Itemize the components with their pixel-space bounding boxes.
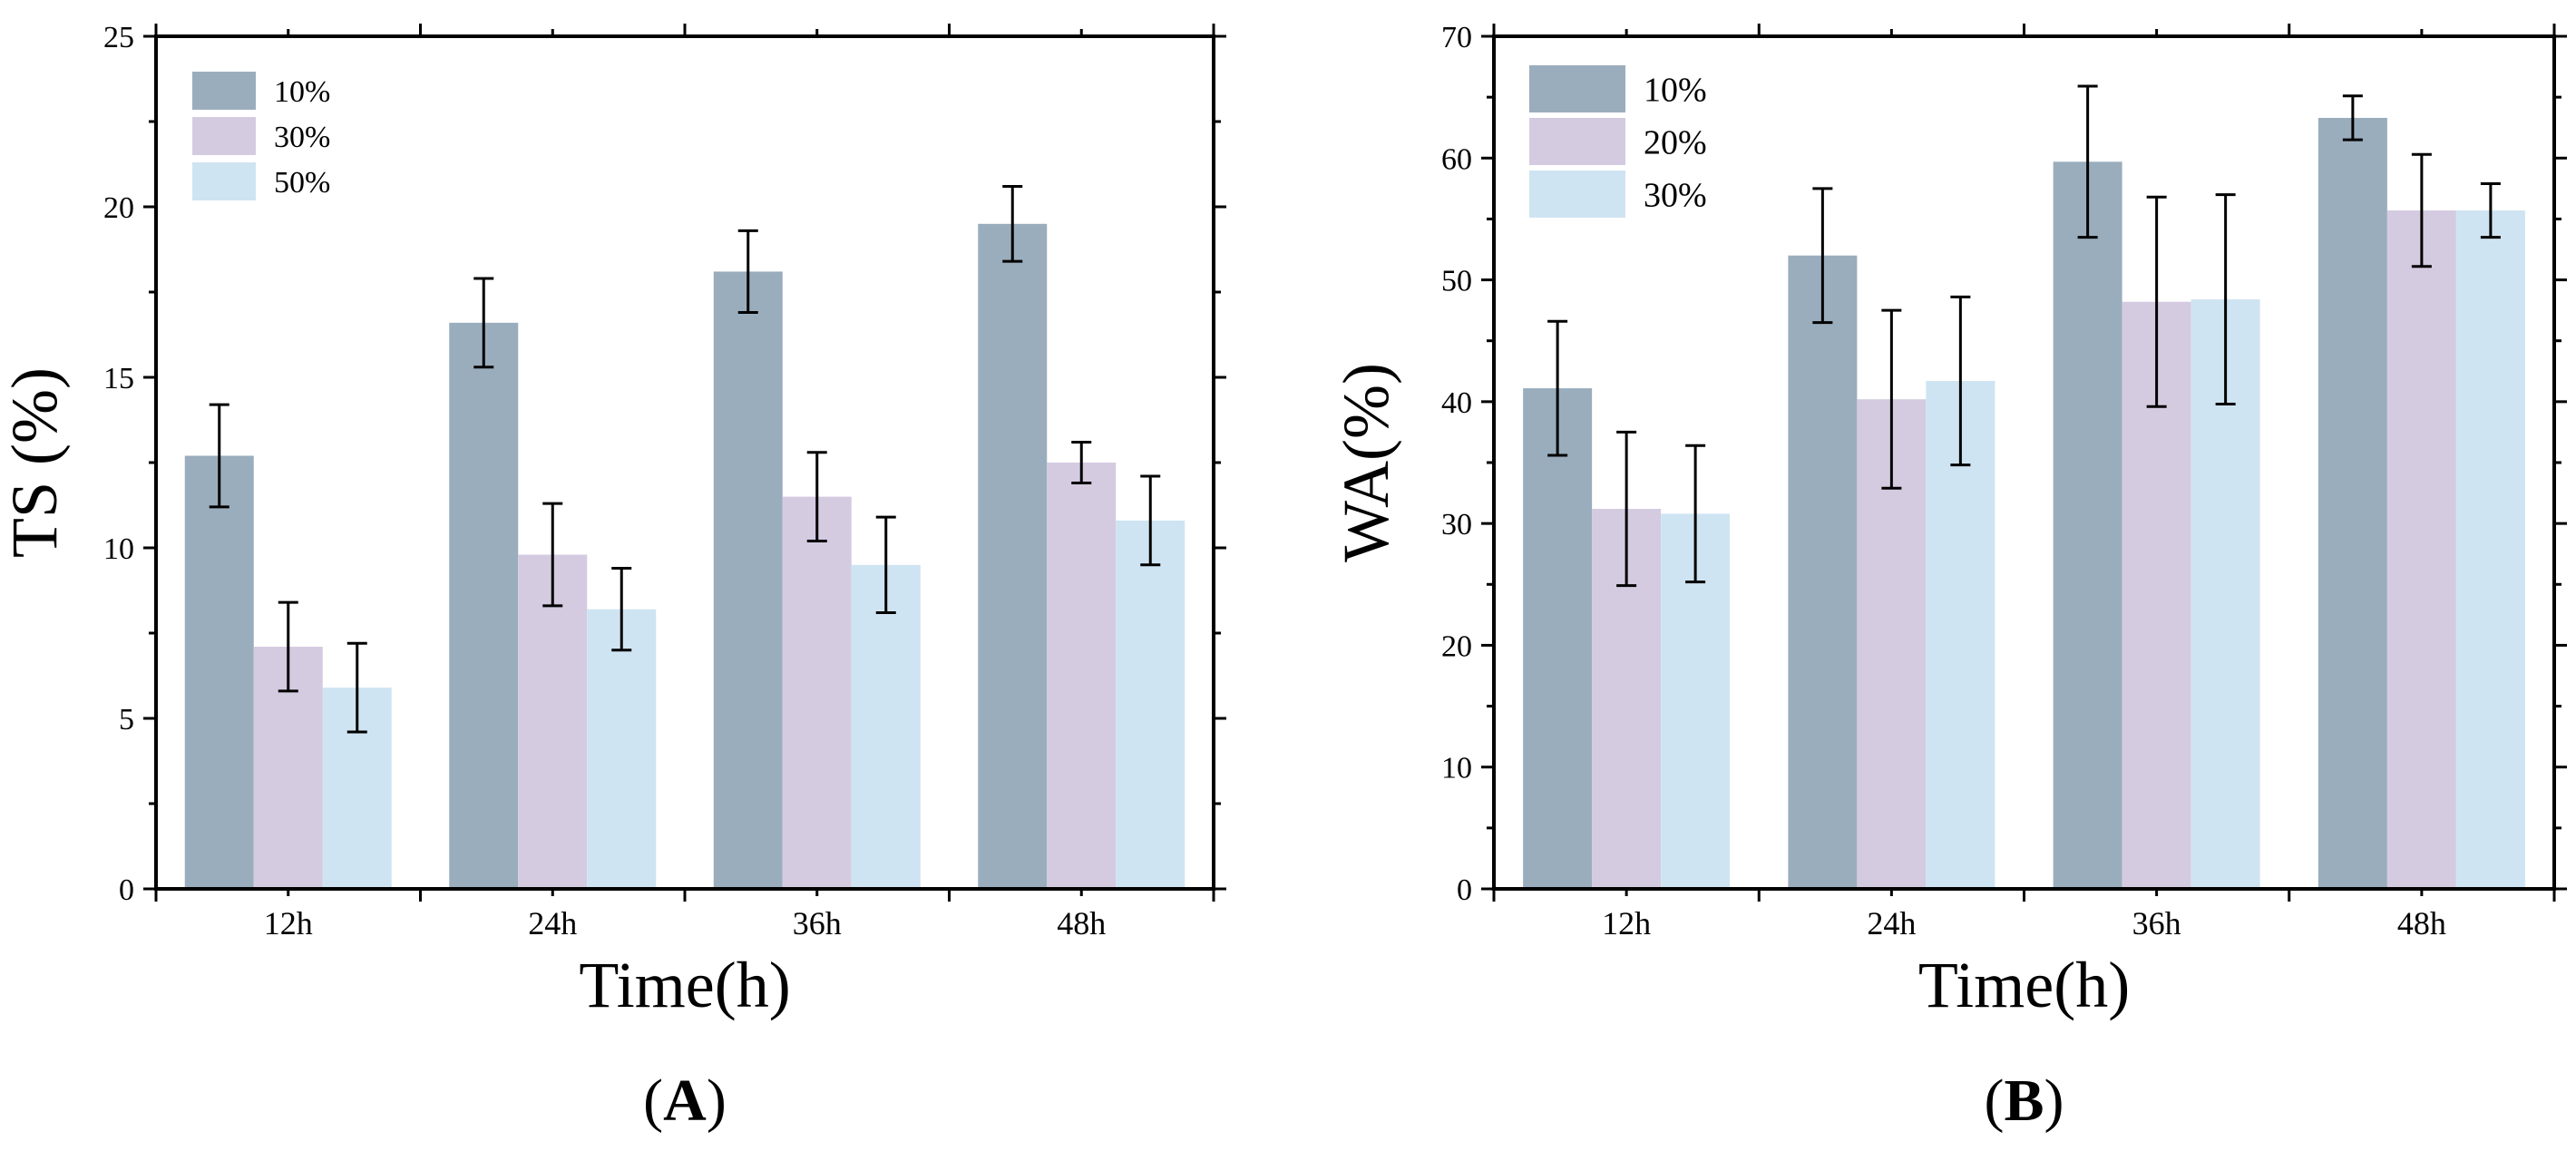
bar — [1047, 463, 1117, 889]
y-tick-label: 20 — [1441, 629, 1472, 663]
bar — [2386, 210, 2456, 889]
x-tick-label: 24h — [528, 905, 577, 941]
legend-label: 30% — [1644, 176, 1707, 214]
y-tick-label: 0 — [119, 873, 134, 907]
x-tick-label: 24h — [1867, 905, 1916, 941]
bar — [2053, 161, 2122, 890]
legend-swatch — [1529, 118, 1625, 165]
bar — [1523, 388, 1593, 890]
y-tick-label: 25 — [103, 21, 134, 54]
bar — [1788, 255, 1858, 889]
legend-swatch — [1529, 171, 1625, 218]
y-tick-label: 70 — [1441, 21, 1472, 54]
y-axis-title: WA(%) — [1330, 363, 1402, 562]
x-tick-label: 12h — [1602, 905, 1651, 941]
panel-label-letter: B — [2004, 1068, 2044, 1134]
bar — [2455, 210, 2525, 889]
bar — [518, 554, 588, 889]
y-axis-title: TS (%) — [0, 367, 71, 558]
y-tick-label: 15 — [103, 362, 134, 395]
legend-label: 10% — [274, 75, 330, 109]
panel-label: (B) — [1985, 1068, 2064, 1134]
x-tick-label: 12h — [264, 905, 313, 941]
legend-swatch — [192, 117, 256, 155]
panel-label-paren-open: ( — [643, 1068, 663, 1134]
bar — [851, 564, 921, 889]
legend-swatch — [192, 162, 256, 200]
bar — [2317, 117, 2387, 889]
x-axis-title: Time(h) — [579, 949, 790, 1021]
bar — [978, 223, 1048, 890]
legend-swatch — [1529, 65, 1625, 112]
chart-panel-b: 0 10 20 30 40 50 60 70 12h 24h 36h 48h Time(h) WA(%) (… — [1330, 21, 2567, 1134]
y-tick-label: 40 — [1441, 386, 1472, 420]
panel-label-paren-open: ( — [1985, 1068, 2005, 1134]
y-tick-label: 60 — [1441, 142, 1472, 176]
bar — [1116, 520, 1186, 889]
chart-panel-a: 0 5 10 15 20 25 12h 24h 36h 48h Time(h) TS (%) (A) 10… — [0, 21, 1226, 1134]
legend-label: 50% — [274, 166, 330, 200]
panel-label-paren-close: ) — [707, 1068, 727, 1134]
y-tick-label: 5 — [119, 703, 134, 736]
y-tick-label: 10 — [103, 532, 134, 566]
y-tick-label: 50 — [1441, 265, 1472, 298]
x-tick-label: 48h — [2397, 905, 2446, 941]
y-tick-label: 30 — [1441, 508, 1472, 541]
x-tick-label: 36h — [2132, 905, 2181, 941]
bar — [449, 322, 519, 890]
y-tick-label: 10 — [1441, 752, 1472, 785]
legend-swatch — [192, 72, 256, 110]
bar — [782, 496, 852, 889]
y-tick-label: 20 — [103, 191, 134, 225]
bar — [587, 609, 657, 889]
y-tick-label: 0 — [1457, 873, 1472, 907]
legend-label: 20% — [1644, 123, 1707, 161]
bar — [713, 271, 783, 889]
legend-label: 10% — [1644, 71, 1707, 109]
panel-label: (A) — [643, 1068, 727, 1134]
legend-label: 30% — [274, 121, 330, 154]
x-tick-label: 36h — [793, 905, 842, 941]
panel-label-paren-close: ) — [2044, 1068, 2064, 1134]
bar — [184, 455, 254, 889]
panel-label-letter: A — [663, 1068, 707, 1134]
x-tick-label: 48h — [1057, 905, 1106, 941]
x-axis-title: Time(h) — [1918, 949, 2130, 1021]
